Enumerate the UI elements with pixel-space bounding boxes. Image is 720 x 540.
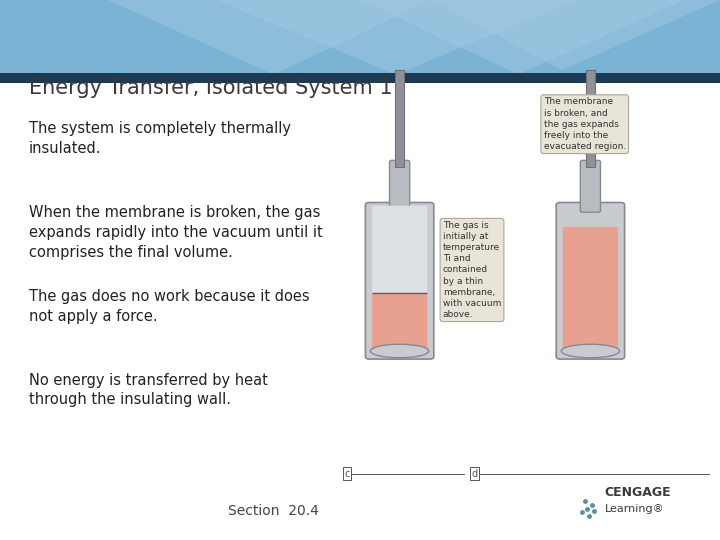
FancyBboxPatch shape: [0, 73, 720, 83]
Polygon shape: [216, 0, 576, 75]
Ellipse shape: [371, 345, 429, 357]
Text: The membrane
is broken, and
the gas expands
freely into the
evacuated region.: The membrane is broken, and the gas expa…: [544, 98, 626, 151]
FancyBboxPatch shape: [0, 0, 720, 73]
FancyBboxPatch shape: [372, 292, 428, 354]
FancyBboxPatch shape: [580, 160, 600, 212]
Text: The gas does no work because it does
not apply a force.: The gas does no work because it does not…: [29, 289, 310, 323]
Text: Energy Transfer, Isolated System 1: Energy Transfer, Isolated System 1: [29, 78, 392, 98]
Text: CENGAGE: CENGAGE: [605, 487, 672, 500]
FancyBboxPatch shape: [395, 70, 404, 167]
Text: Section  20.4: Section 20.4: [228, 504, 319, 518]
FancyBboxPatch shape: [390, 160, 410, 212]
Text: d: d: [472, 469, 478, 478]
Text: c: c: [344, 469, 349, 478]
FancyBboxPatch shape: [366, 202, 433, 359]
FancyBboxPatch shape: [372, 206, 428, 293]
Text: When the membrane is broken, the gas
expands rapidly into the vacuum until it
co: When the membrane is broken, the gas exp…: [29, 205, 323, 260]
Ellipse shape: [562, 345, 619, 357]
Text: The gas is
initially at
temperature
Ti and
contained
by a thin
membrane,
with va: The gas is initially at temperature Ti a…: [443, 221, 501, 319]
Text: No energy is transferred by heat
through the insulating wall.: No energy is transferred by heat through…: [29, 373, 268, 407]
Text: Learning®: Learning®: [605, 504, 665, 514]
Polygon shape: [108, 0, 432, 75]
Text: The system is completely thermally
insulated.: The system is completely thermally insul…: [29, 122, 291, 156]
FancyBboxPatch shape: [556, 202, 624, 359]
Polygon shape: [360, 0, 684, 75]
FancyBboxPatch shape: [563, 227, 618, 354]
Polygon shape: [432, 0, 720, 70]
FancyBboxPatch shape: [586, 70, 595, 167]
